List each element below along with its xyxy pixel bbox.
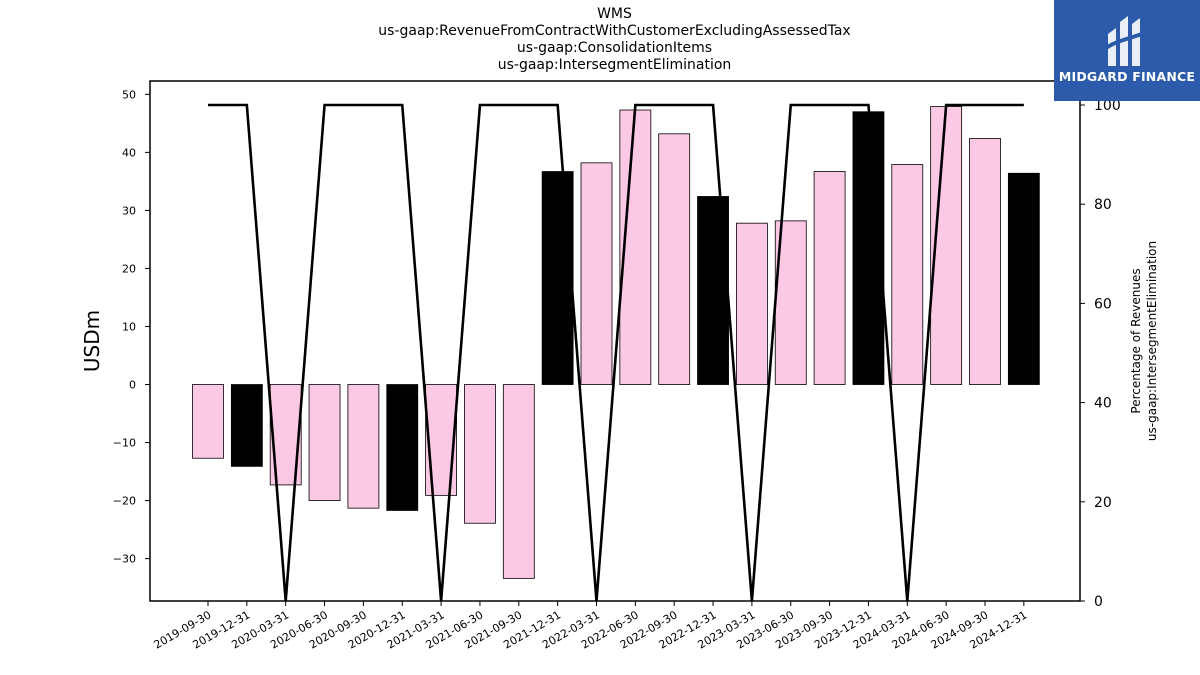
bar-2020-06-30 [308, 384, 341, 501]
midgard-finance-logo: MIDGARD FINANCE [1054, 0, 1200, 101]
bar-2020-12-31 [386, 384, 419, 511]
percentage-line-layer [208, 103, 1024, 602]
y-tick-label: 0 [129, 379, 136, 392]
bar-2023-03-31 [736, 222, 768, 385]
bar-2024-12-31 [1007, 172, 1040, 385]
bar-2019-12-31 [230, 384, 263, 467]
bar-2020-09-30 [347, 384, 380, 509]
y2-tick-label: 100 [1094, 98, 1121, 114]
title-line-3: us-gaap:ConsolidationItems [516, 40, 713, 56]
chart-title: WMS us-gaap:RevenueFromContractWithCusto… [0, 6, 1200, 74]
bar-2021-06-30 [464, 384, 496, 524]
y-tick-label: 40 [122, 146, 136, 159]
y2-tick-label: 20 [1094, 495, 1112, 511]
y2-tick-label: 40 [1094, 396, 1112, 412]
y-tick-label: −20 [113, 495, 136, 508]
y2-tick-label: 60 [1094, 296, 1112, 312]
bar-2021-12-31 [541, 171, 574, 385]
bar-2022-12-31 [697, 196, 729, 385]
y-tick-label: 30 [122, 204, 136, 217]
right-axis-ticks: 0 20 40 60 80 100 [1080, 98, 1121, 610]
y2-axis-label-line-1: Percentage of Revenues [1129, 268, 1143, 413]
bar-2023-09-30 [813, 171, 846, 385]
title-line-4: us-gaap:IntersegmentElimination [497, 57, 732, 73]
y-tick-label: −10 [113, 437, 136, 450]
bar-2024-03-31 [891, 164, 924, 385]
bar-2022-09-30 [658, 133, 691, 385]
y-axis-label: USDm [80, 310, 104, 372]
bar-2021-09-30 [502, 384, 535, 579]
y2-tick-label: 80 [1094, 197, 1112, 213]
title-line-1: WMS [597, 6, 632, 22]
left-axis-ticks: −30 −20 −10 0 10 20 30 40 50 [113, 88, 150, 566]
bar-series [192, 106, 1040, 579]
bar-2022-03-31 [580, 162, 613, 385]
logo-mark-icon [1104, 16, 1149, 66]
bar-2024-09-30 [969, 138, 1001, 385]
y-tick-label: 10 [122, 320, 136, 333]
x-axis-ticks: 2019-09-302019-12-312020-03-312020-06-30… [152, 601, 1029, 652]
title-line-2: us-gaap:RevenueFromContractWithCustomerE… [378, 23, 851, 39]
logo-text: MIDGARD FINANCE [1058, 69, 1196, 84]
percentage-line [208, 103, 1024, 602]
y-tick-label: 20 [122, 262, 136, 275]
y-tick-label: 50 [122, 88, 136, 101]
plot-frame [149, 80, 1081, 602]
y2-tick-label: 0 [1094, 594, 1103, 610]
y-tick-label: −30 [113, 553, 136, 566]
bar-2019-09-30 [192, 384, 224, 459]
y2-axis-label-line-2: us-gaap:IntersegmentElimination [1145, 241, 1159, 441]
